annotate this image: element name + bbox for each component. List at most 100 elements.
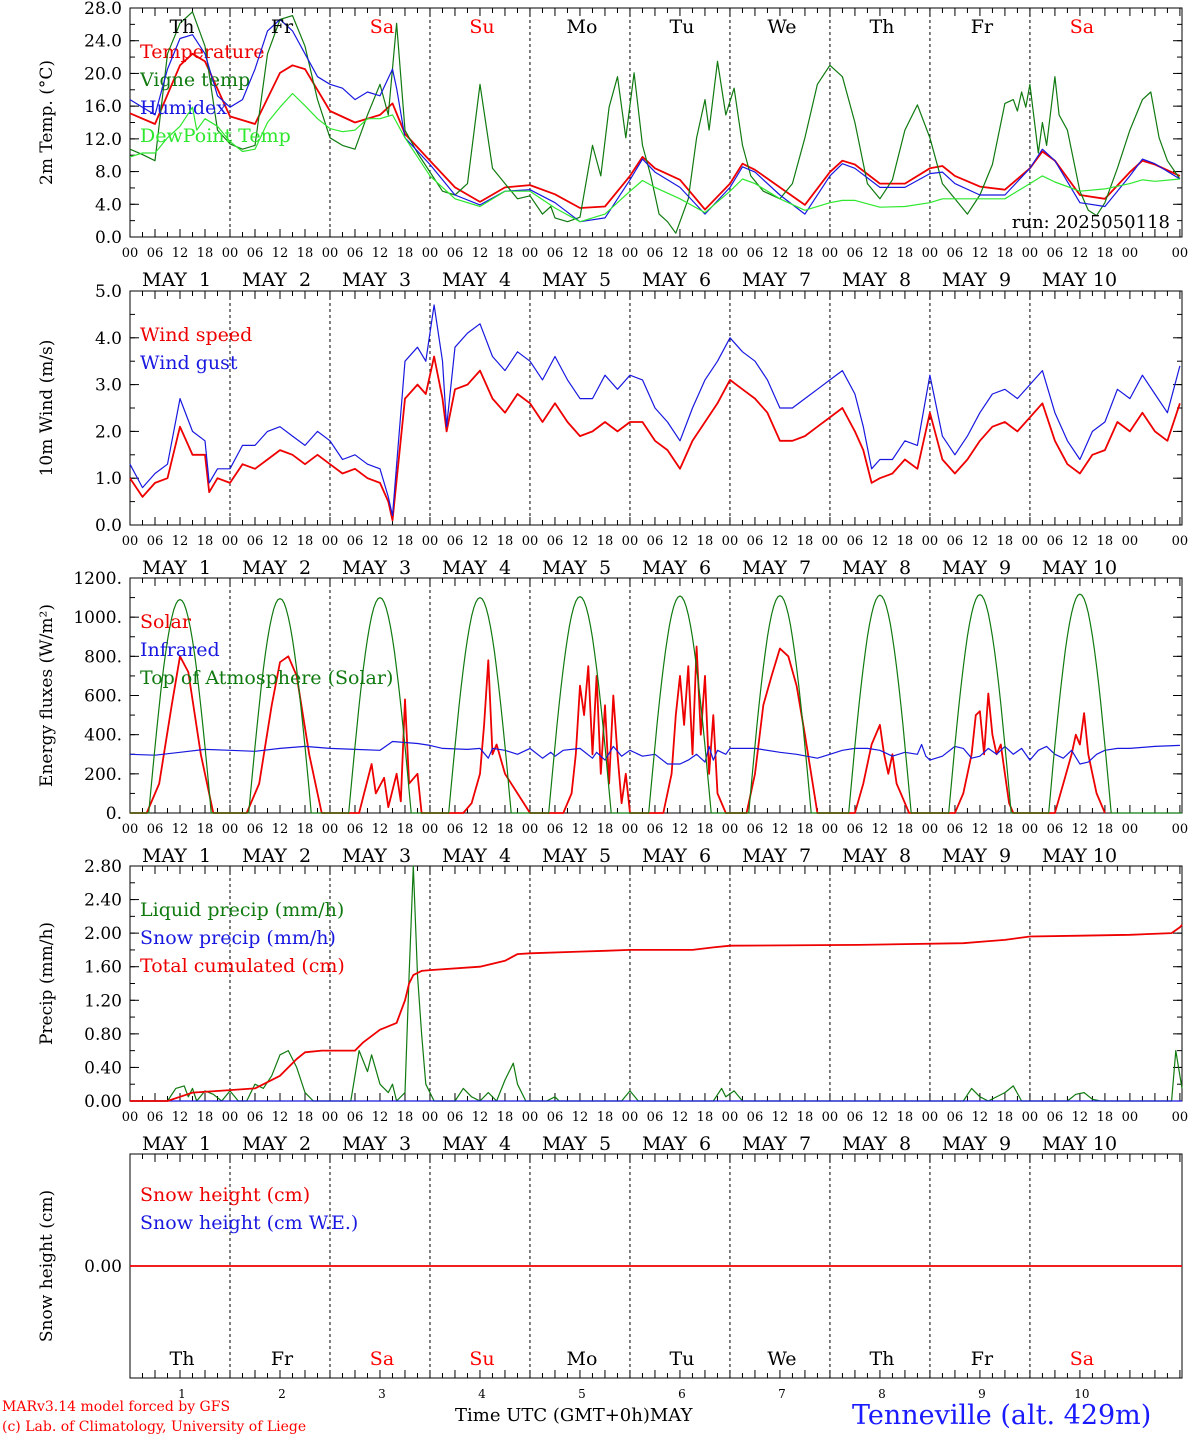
hour-label: 18	[497, 246, 514, 261]
y-tick-label: 0.00	[84, 1257, 122, 1277]
hour-label: 18	[297, 534, 314, 549]
hour-label: 12	[1072, 1110, 1089, 1125]
date-label: MAY 2	[242, 1133, 311, 1155]
hour-label: 18	[197, 822, 214, 837]
hour-label: 00	[622, 246, 639, 261]
y-tick-label: 20.0	[84, 64, 122, 84]
hour-label: 00	[622, 534, 639, 549]
hour-label: 06	[147, 1110, 164, 1125]
hour-label: 12	[372, 1110, 389, 1125]
day-name-top: Th	[170, 16, 195, 38]
day-number: 6	[678, 1387, 686, 1401]
hour-label: 18	[297, 822, 314, 837]
hour-label: 12	[372, 534, 389, 549]
day-name-bottom: Th	[869, 1348, 894, 1370]
hour-label: 06	[447, 534, 464, 549]
x-axis-title: Time UTC (GMT+0h)MAY	[455, 1405, 692, 1426]
model-credit: MARv3.14 model forced by GFS	[2, 1399, 231, 1415]
date-label: MAY 3	[342, 1133, 411, 1155]
hour-label: 00	[1172, 822, 1189, 837]
day-name-bottom: Fr	[271, 1348, 294, 1370]
hour-label: 12	[572, 822, 589, 837]
hour-label: 06	[547, 1110, 564, 1125]
date-label: MAY 2	[242, 557, 311, 579]
series-line-humidex	[129, 18, 1181, 223]
y-tick-label: 1200.	[73, 569, 122, 589]
hour-label: 06	[647, 534, 664, 549]
hour-label: 18	[397, 822, 414, 837]
hour-label: 12	[672, 534, 689, 549]
hour-label: 12	[972, 246, 989, 261]
hour-label: 06	[947, 1110, 964, 1125]
legend-entry: Top of Atmosphere (Solar)	[140, 667, 393, 689]
y-tick-label: 24.0	[84, 32, 122, 52]
date-label: MAY 8	[842, 1133, 911, 1155]
hour-label: 12	[372, 822, 389, 837]
hour-label: 00	[422, 822, 439, 837]
y-axis-title: 10m Wind (m/s)	[37, 340, 57, 477]
day-number: 5	[578, 1387, 586, 1401]
hour-label: 18	[197, 246, 214, 261]
day-name-top: Sa	[370, 16, 394, 38]
hour-label: 00	[822, 1110, 839, 1125]
hour-label: 18	[697, 534, 714, 549]
y-tick-label: 0.	[106, 804, 122, 824]
date-label: MAY 9	[942, 269, 1011, 291]
date-label: MAY 10	[1042, 1133, 1117, 1155]
y-tick-label: 4.0	[95, 195, 122, 215]
hour-label: 06	[947, 534, 964, 549]
legend-entry: Snow height (cm W.E.)	[140, 1212, 358, 1234]
hour-label: 00	[422, 246, 439, 261]
panel-frame	[129, 290, 1183, 526]
hour-label: 00	[1022, 822, 1039, 837]
hour-label: 18	[297, 1110, 314, 1125]
hour-label: 18	[797, 246, 814, 261]
hour-label: 00	[1172, 246, 1189, 261]
hour-label: 00	[122, 822, 139, 837]
y-tick-label: 1.0	[95, 469, 122, 489]
hour-label: 06	[547, 246, 564, 261]
series-line-temperature	[129, 52, 1181, 211]
hour-label: 18	[897, 822, 914, 837]
hour-label: 06	[747, 246, 764, 261]
hour-label: 12	[1072, 534, 1089, 549]
day-name-bottom: Tu	[669, 1348, 694, 1370]
date-label: MAY 5	[542, 557, 611, 579]
date-label: MAY 7	[742, 557, 811, 579]
hour-label: 00	[522, 822, 539, 837]
day-name-top: Sa	[1070, 16, 1094, 38]
hour-label: 06	[147, 822, 164, 837]
date-label: MAY 9	[942, 845, 1011, 867]
date-label: MAY 6	[642, 269, 711, 291]
hour-label: 18	[597, 246, 614, 261]
hour-label: 00	[922, 1110, 939, 1125]
y-axis-title: Precip (mm/h)	[37, 922, 57, 1045]
series-line-top-of-atmosphere-solar-	[130, 593, 1182, 814]
day-number: 3	[378, 1387, 386, 1401]
hour-label: 18	[897, 246, 914, 261]
hour-label: 00	[1122, 246, 1139, 261]
hour-label: 18	[597, 822, 614, 837]
hour-label: 12	[472, 534, 489, 549]
hour-label: 12	[772, 1110, 789, 1125]
y-axis-title: 2m Temp. (°C)	[37, 60, 57, 185]
y-tick-label: 28.0	[84, 0, 122, 19]
hour-label: 00	[522, 246, 539, 261]
hour-label: 06	[347, 246, 364, 261]
hour-label: 12	[672, 1110, 689, 1125]
hour-label: 12	[772, 246, 789, 261]
hour-label: 12	[172, 822, 189, 837]
hour-label: 18	[697, 1110, 714, 1125]
hour-label: 00	[522, 1110, 539, 1125]
y-tick-label: 400.	[84, 726, 122, 746]
y-tick-label: 0.00	[84, 1092, 122, 1112]
hour-label: 00	[822, 822, 839, 837]
legend-entry: Infrared	[140, 639, 220, 661]
date-label: MAY 8	[842, 845, 911, 867]
day-name-bottom: Fr	[971, 1348, 994, 1370]
hour-label: 12	[1072, 822, 1089, 837]
date-label: MAY 7	[742, 1133, 811, 1155]
date-label: MAY 5	[542, 1133, 611, 1155]
day-name-bottom: We	[767, 1348, 796, 1370]
legend-entry: Wind speed	[140, 324, 252, 346]
